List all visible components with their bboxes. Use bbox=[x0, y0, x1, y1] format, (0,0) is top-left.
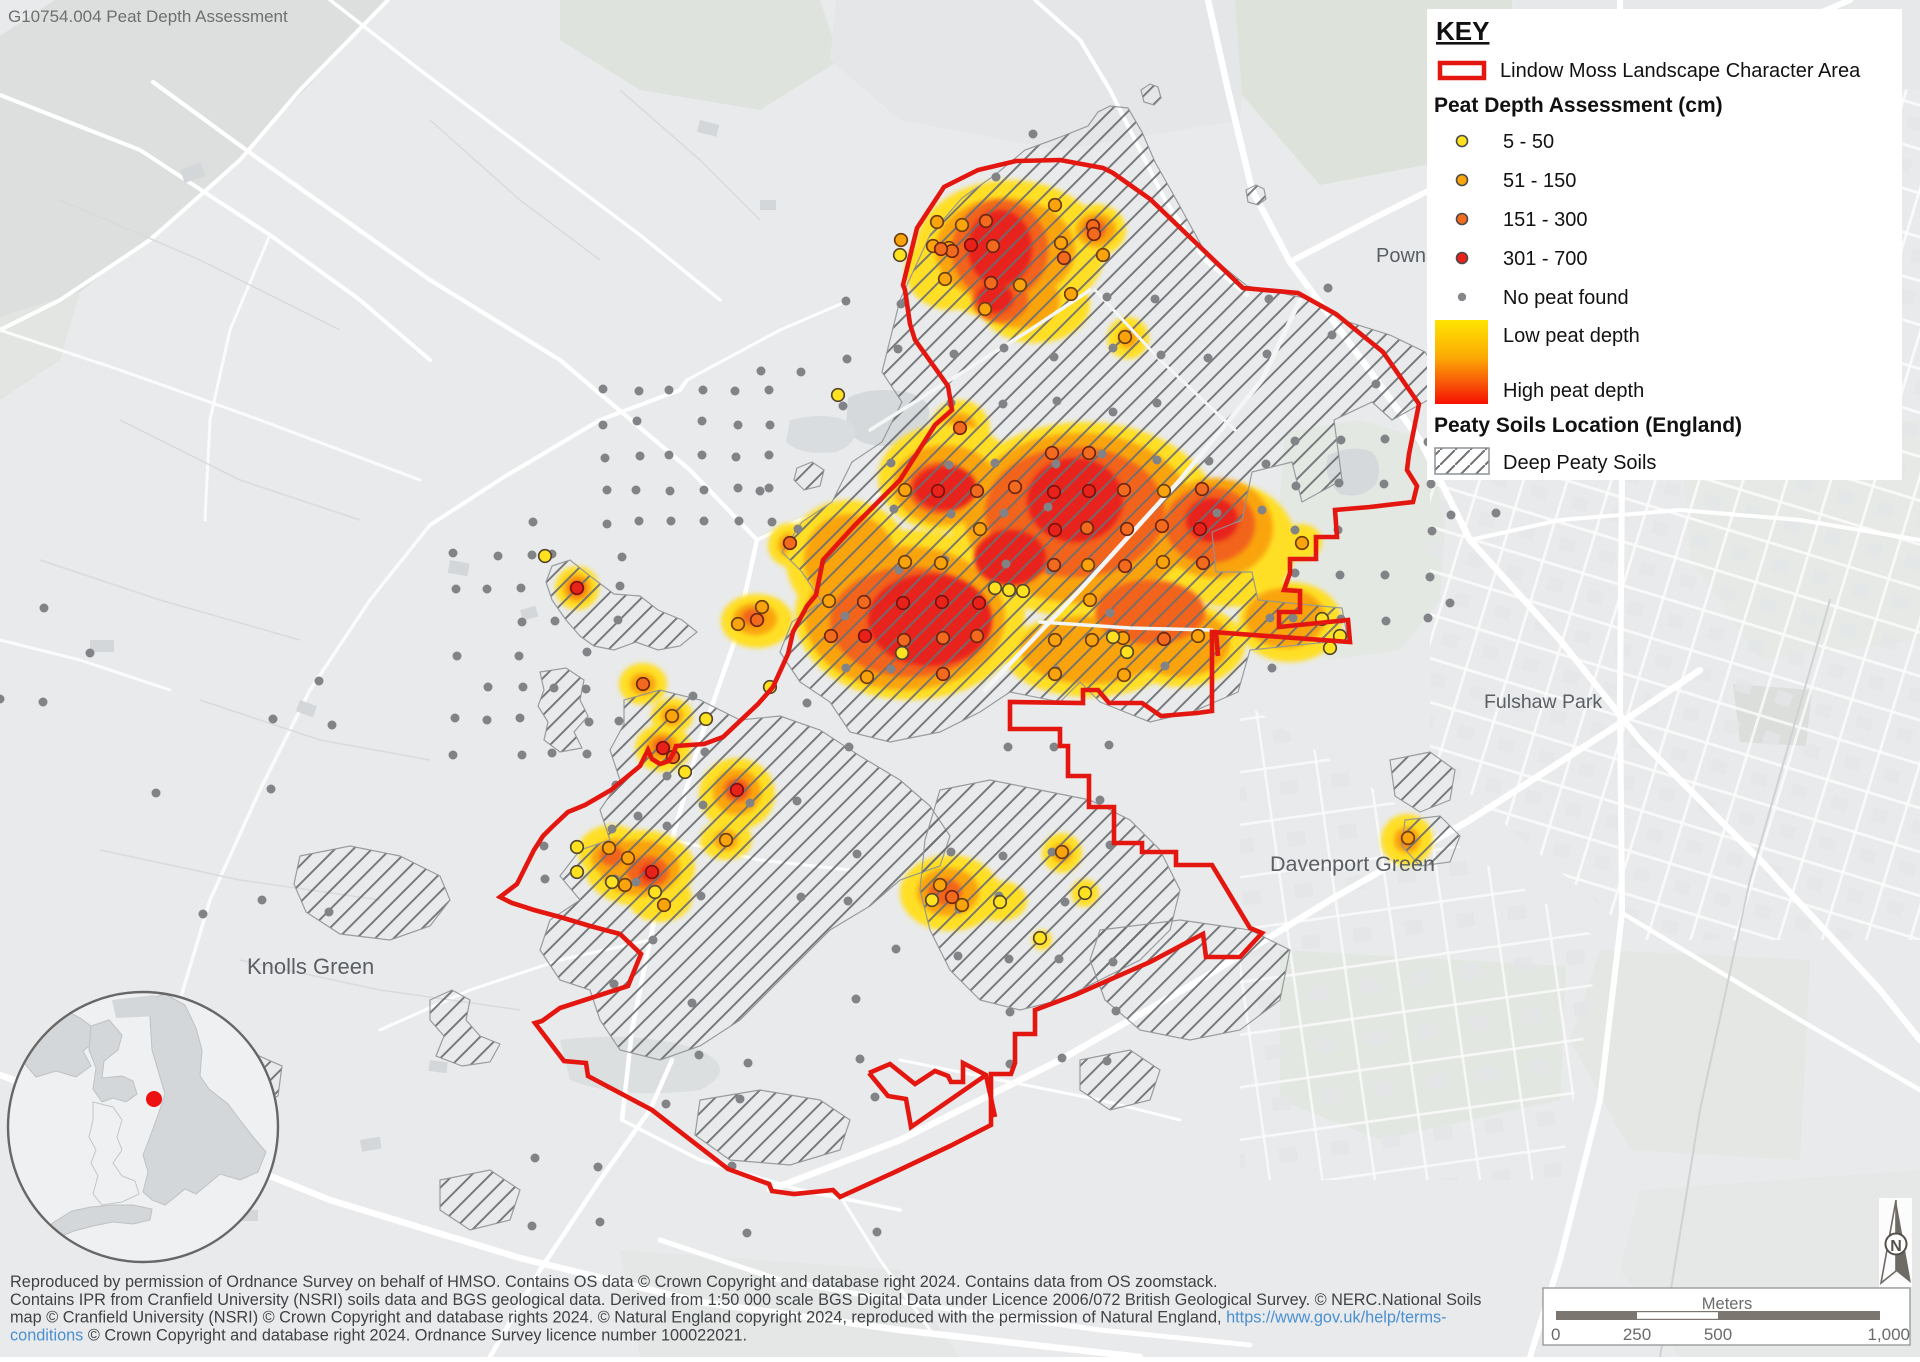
svg-text:0: 0 bbox=[1551, 1325, 1560, 1344]
svg-text:1,000: 1,000 bbox=[1867, 1325, 1910, 1344]
svg-text:Knolls Green: Knolls Green bbox=[247, 954, 374, 979]
svg-text:301 - 700: 301 - 700 bbox=[1503, 248, 1588, 270]
svg-text:5 - 50: 5 - 50 bbox=[1503, 131, 1554, 153]
svg-text:500: 500 bbox=[1704, 1325, 1732, 1344]
svg-text:Peaty Soils Location (England): Peaty Soils Location (England) bbox=[1434, 414, 1742, 437]
svg-text:map © Cranfield University (NS: map © Cranfield University (NSRI) © Crow… bbox=[10, 1309, 1447, 1327]
svg-text:Davenport Green: Davenport Green bbox=[1270, 852, 1435, 876]
svg-text:Meters: Meters bbox=[1702, 1295, 1752, 1313]
svg-text:KEY: KEY bbox=[1436, 16, 1489, 46]
svg-text:N: N bbox=[1890, 1238, 1902, 1255]
svg-text:250: 250 bbox=[1623, 1325, 1651, 1344]
svg-text:G10754.004 Peat Depth Assessme: G10754.004 Peat Depth Assessment bbox=[8, 7, 288, 26]
svg-text:Deep Peaty Soils: Deep Peaty Soils bbox=[1503, 452, 1656, 474]
svg-text:High peat depth: High peat depth bbox=[1503, 380, 1644, 402]
svg-text:Reproduced by permission of Or: Reproduced by permission of Ordnance Sur… bbox=[10, 1273, 1217, 1291]
svg-text:Peat Depth Assessment (cm): Peat Depth Assessment (cm) bbox=[1434, 94, 1723, 117]
svg-text:Contains IPR from Cranfield Un: Contains IPR from Cranfield University (… bbox=[10, 1291, 1481, 1309]
svg-text:No peat found: No peat found bbox=[1503, 287, 1629, 309]
svg-text:151 - 300: 151 - 300 bbox=[1503, 209, 1588, 231]
svg-text:Low peat depth: Low peat depth bbox=[1503, 325, 1640, 347]
svg-text:conditions © Crown Copyright a: conditions © Crown Copyright and databas… bbox=[10, 1327, 747, 1345]
svg-text:51 - 150: 51 - 150 bbox=[1503, 170, 1576, 192]
svg-text:Fulshaw Park: Fulshaw Park bbox=[1484, 691, 1602, 713]
svg-text:Lindow Moss Landscape Characte: Lindow Moss Landscape Character Area bbox=[1500, 60, 1861, 82]
